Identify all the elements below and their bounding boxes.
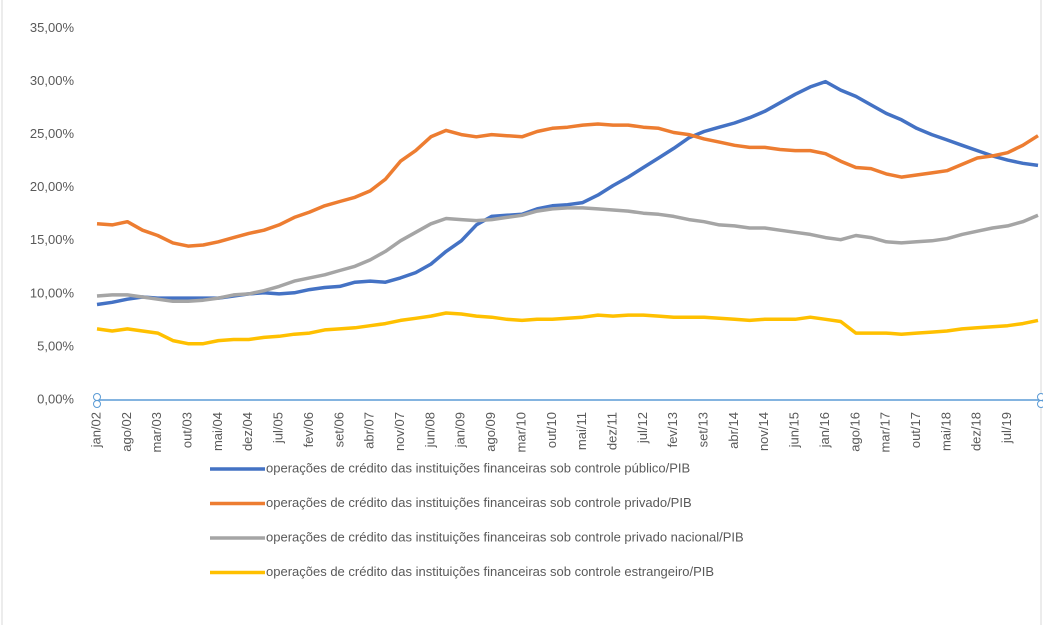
x-tick-label: out/03 (180, 412, 195, 448)
y-tick-label: 10,00% (30, 285, 75, 300)
x-tick-label: jan/09 (453, 412, 468, 448)
x-tick-label: jan/16 (817, 412, 832, 448)
x-tick-label: mar/17 (878, 412, 893, 452)
x-tick-label: jul/05 (271, 412, 286, 444)
x-tick-label: nov/07 (392, 412, 407, 451)
y-tick-label: 35,00% (30, 20, 75, 35)
series-line (96, 122, 1039, 248)
x-tick-label: abr/07 (362, 412, 377, 449)
legend-label: operações de crédito das instituições fi… (266, 529, 744, 544)
x-tick-label: out/10 (544, 412, 559, 448)
x-tick-label: mai/11 (574, 412, 589, 450)
x-tick-label: nov/14 (756, 412, 771, 451)
series-line (96, 206, 1039, 304)
y-tick-label: 20,00% (30, 179, 75, 194)
x-tick-label: fev/06 (301, 412, 316, 447)
x-tick-label: mar/10 (513, 412, 528, 452)
x-tick-label: dez/04 (240, 412, 255, 451)
x-tick-label: ago/16 (847, 412, 862, 452)
axis-handle (1037, 393, 1043, 401)
legend-label: operações de crédito das instituições fi… (266, 495, 692, 510)
x-tick-label: mar/03 (149, 412, 164, 452)
axis-handle (93, 400, 101, 408)
x-tick-label: jan/02 (88, 412, 103, 448)
y-tick-label: 25,00% (30, 126, 75, 141)
legend-label: operações de crédito das instituições fi… (266, 460, 690, 475)
y-tick-label: 5,00% (37, 338, 74, 353)
y-tick-label: 15,00% (30, 232, 75, 247)
x-tick-label: set/13 (696, 412, 711, 447)
x-tick-label: jul/19 (999, 412, 1014, 444)
axis-handle (1037, 400, 1043, 408)
x-tick-label: mai/18 (938, 412, 953, 451)
x-tick-label: set/06 (331, 412, 346, 447)
x-tick-label: ago/02 (119, 412, 134, 452)
legend-label: operações de crédito das instituições fi… (266, 564, 714, 579)
x-tick-label: dez/11 (604, 412, 619, 450)
x-tick-label: ago/09 (483, 412, 498, 452)
x-tick-label: jun/15 (787, 412, 802, 448)
x-tick-label: fev/13 (665, 412, 680, 447)
x-tick-label: dez/18 (969, 412, 984, 451)
y-tick-label: 30,00% (30, 73, 75, 88)
axis-handle (93, 393, 101, 401)
y-tick-label: 0,00% (37, 391, 74, 406)
x-tick-label: out/17 (908, 412, 923, 448)
series-line (96, 311, 1039, 346)
x-tick-label: jul/12 (635, 412, 650, 444)
x-tick-label: jun/08 (422, 412, 437, 448)
x-tick-label: abr/14 (726, 412, 741, 449)
x-tick-label: mai/04 (210, 412, 225, 451)
